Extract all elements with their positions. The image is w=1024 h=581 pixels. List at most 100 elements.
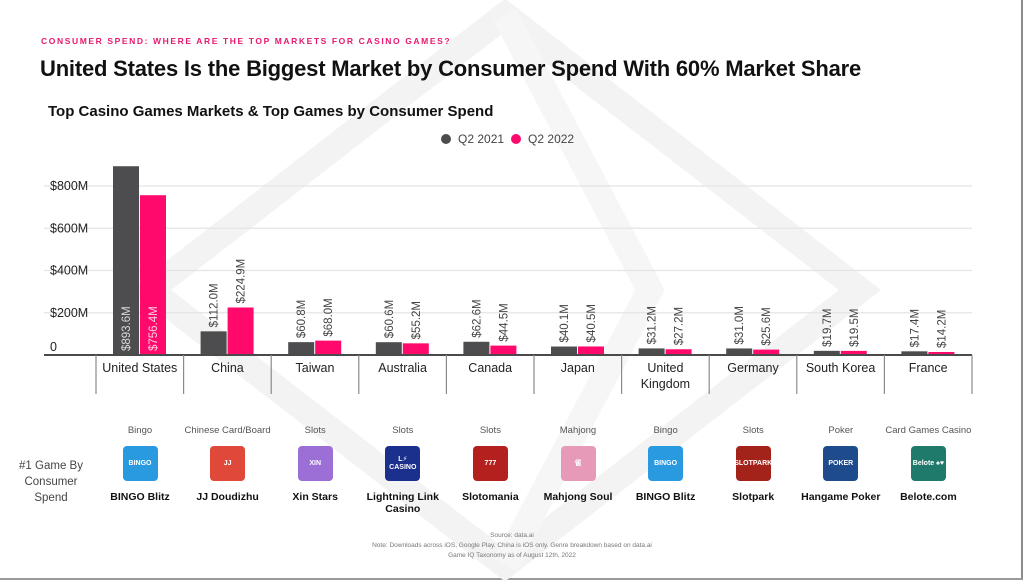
data-label: $60.8M (296, 300, 308, 338)
x-tick-label: United States (102, 361, 177, 375)
top-game-item: Slots L⚡ CASINO Lightning Link Casino (359, 412, 447, 515)
game-genre: Slots (392, 425, 414, 436)
data-label: $27.2M (674, 307, 686, 345)
data-label: $224.9M (236, 259, 248, 304)
xin-stars-icon: XIN (297, 446, 333, 481)
slotpark-icon: SLOTPARK (735, 446, 771, 481)
game-genre: Slots (742, 425, 764, 436)
data-label: $893.6M (121, 306, 133, 351)
game-name: Slotomania (462, 491, 519, 503)
top-game-item: Slots SLOTPARK Slotpark (709, 412, 797, 503)
x-tick-label: Australia (378, 361, 427, 375)
data-label: $19.7M (822, 308, 834, 346)
top-game-row-label: #1 Game By Consumer Spend (19, 460, 83, 504)
top-game-item: Poker POKER Hangame Poker (797, 412, 885, 503)
game-genre: Poker (828, 425, 854, 436)
top-game-item: Chinese Card/Board JJ JJ Doudizhu (184, 412, 272, 503)
bingo-blitz-icon: BINGO (648, 446, 684, 481)
legend-label-q2-2021: Q2 2021 (458, 132, 505, 146)
x-tick-label: Kingdom (641, 377, 690, 391)
game-name: Mahjong Soul (543, 491, 613, 503)
data-label: $756.4M (148, 306, 160, 351)
data-label: $14.2M (936, 310, 948, 348)
hangame-poker-icon: POKER (823, 446, 859, 481)
bar-q2-2022 (578, 346, 604, 355)
jj-doudizhu-icon: JJ (210, 446, 246, 481)
source-note: Source: data.ai (490, 532, 534, 539)
game-name: BINGO Blitz (110, 491, 170, 503)
y-tick-label: 0 (50, 340, 57, 354)
data-label: $68.0M (323, 298, 335, 336)
bar-q2-2021 (901, 351, 928, 355)
slotomania-icon: 777 (472, 446, 508, 481)
y-tick-label: $600M (50, 221, 88, 235)
bar-q2-2021 (113, 166, 139, 355)
game-genre: Card Games Casino (885, 425, 972, 436)
data-label: $17.4M (909, 309, 921, 347)
game-genre: Slots (304, 425, 326, 436)
top-game-item: Slots 777 Slotomania (446, 412, 534, 503)
bar-q2-2021 (638, 348, 665, 355)
game-name: Lightning Link Casino (366, 491, 439, 515)
top-game-item: Bingo BINGO BINGO Blitz (622, 412, 710, 503)
taxonomy-note: Game IQ Taxonomy as of August 12th, 2022 (448, 552, 576, 559)
bar-q2-2021 (375, 342, 402, 355)
data-label: $60.6M (384, 300, 396, 338)
x-tick-label: Germany (727, 361, 779, 375)
game-genre: Mahjong (559, 425, 597, 436)
data-label: $31.2M (647, 306, 659, 344)
legend-swatch-q2-2022 (511, 134, 522, 144)
game-genre: Bingo (127, 425, 153, 436)
chart-title: Top Casino Games Markets & Top Games by … (48, 103, 494, 120)
legend-label-q2-2022: Q2 2022 (528, 132, 575, 146)
bar-q2-2021 (200, 331, 227, 355)
game-name: JJ Doudizhu (196, 491, 259, 503)
bar-q2-2022 (490, 345, 517, 355)
x-tick-label: Canada (468, 361, 512, 375)
y-tick-label: $800M (50, 179, 88, 193)
bar-q2-2021 (813, 350, 840, 355)
legend-item-q2-2022[interactable]: Q2 2022 (511, 132, 574, 146)
game-name: Slotpark (732, 491, 775, 503)
game-name: Hangame Poker (801, 491, 881, 503)
legend-item-q2-2021[interactable]: Q2 2021 (441, 132, 504, 146)
data-label: $25.6M (761, 307, 773, 345)
top-game-item: Mahjong 雀 Mahjong Soul (534, 412, 622, 503)
game-name: BINGO Blitz (635, 491, 696, 503)
y-tick-label: $400M (50, 264, 88, 278)
x-tick-label: Japan (561, 361, 595, 375)
top-game-item: Slots XIN Xin Stars (271, 412, 359, 503)
kicker-text: CONSUMER SPEND: WHERE ARE THE TOP MARKET… (41, 36, 452, 46)
top-game-item: Card Games Casino Belote ♠♥ Belote.com (884, 412, 972, 503)
chart-footer: Source: data.ai Note: Downloads across i… (0, 531, 1024, 561)
bingo-blitz-icon: BINGO (122, 446, 158, 481)
bar-q2-2022 (928, 352, 955, 355)
legend-swatch-q2-2021 (441, 134, 451, 144)
x-tick-label: Taiwan (296, 361, 335, 375)
y-tick-label: $200M (50, 306, 88, 320)
x-tick-label: France (909, 361, 948, 375)
methodology-note: Note: Downloads across iOS, Google Play.… (372, 542, 652, 549)
data-label: $62.6M (471, 299, 483, 337)
data-label: $40.5M (586, 304, 598, 342)
game-name: Xin Stars (292, 491, 338, 503)
game-genre: Bingo (653, 425, 678, 436)
chart-legend: Q2 2021 Q2 2022 (441, 132, 581, 146)
data-label: $40.1M (559, 304, 571, 342)
data-label: $19.5M (849, 309, 861, 347)
bar-chart: 0 $200M $400M $600M $800M $893.6M $756.4M $112.… (44, 166, 973, 394)
bar-q2-2022 (140, 195, 166, 355)
data-label: $55.2M (411, 301, 423, 339)
top-game-item: Bingo BINGO BINGO Blitz (96, 412, 184, 503)
lightning-link-casino-icon: L⚡ CASINO (385, 446, 421, 481)
bar-q2-2022 (402, 343, 429, 355)
game-name: Belote.com (900, 491, 957, 503)
belote-icon: Belote ♠♥ (910, 446, 946, 481)
bar-q2-2021 (551, 346, 577, 355)
bar-q2-2022 (840, 350, 867, 355)
bar-q2-2022 (227, 307, 254, 355)
data-label: $31.0M (734, 306, 746, 344)
bar-q2-2021 (288, 342, 315, 355)
bar-q2-2021 (726, 348, 753, 355)
bar-q2-2021 (463, 341, 490, 355)
